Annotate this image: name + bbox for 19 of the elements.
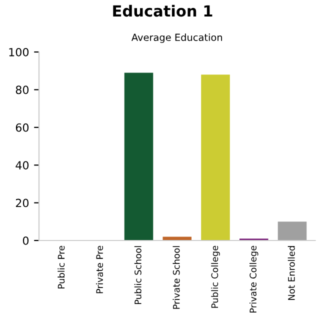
y-tick-label: 60 [16, 123, 29, 132]
x-tick-label: Private School [172, 246, 180, 309]
chart-subtitle: Average Education [131, 34, 222, 43]
x-tick-label: Not Enrolled [288, 246, 295, 300]
x-tick-label: Private College [249, 246, 258, 313]
bar [124, 72, 154, 240]
bar [162, 236, 192, 240]
x-tick-label: Public School [134, 246, 142, 304]
chart-title: Education 1 [113, 4, 212, 17]
x-tick-label: Public Pre [58, 246, 65, 288]
bar [201, 74, 230, 240]
y-tick-label: 80 [16, 86, 29, 94]
y-tick-label: 20 [16, 198, 29, 208]
y-tick-label: 0 [22, 236, 29, 245]
x-tick-label: Public College [211, 246, 220, 308]
y-tick-label: 40 [16, 161, 29, 170]
y-tick-label: 100 [9, 48, 29, 56]
bar [278, 222, 307, 240]
x-tick-label: Private Pre [96, 246, 104, 294]
